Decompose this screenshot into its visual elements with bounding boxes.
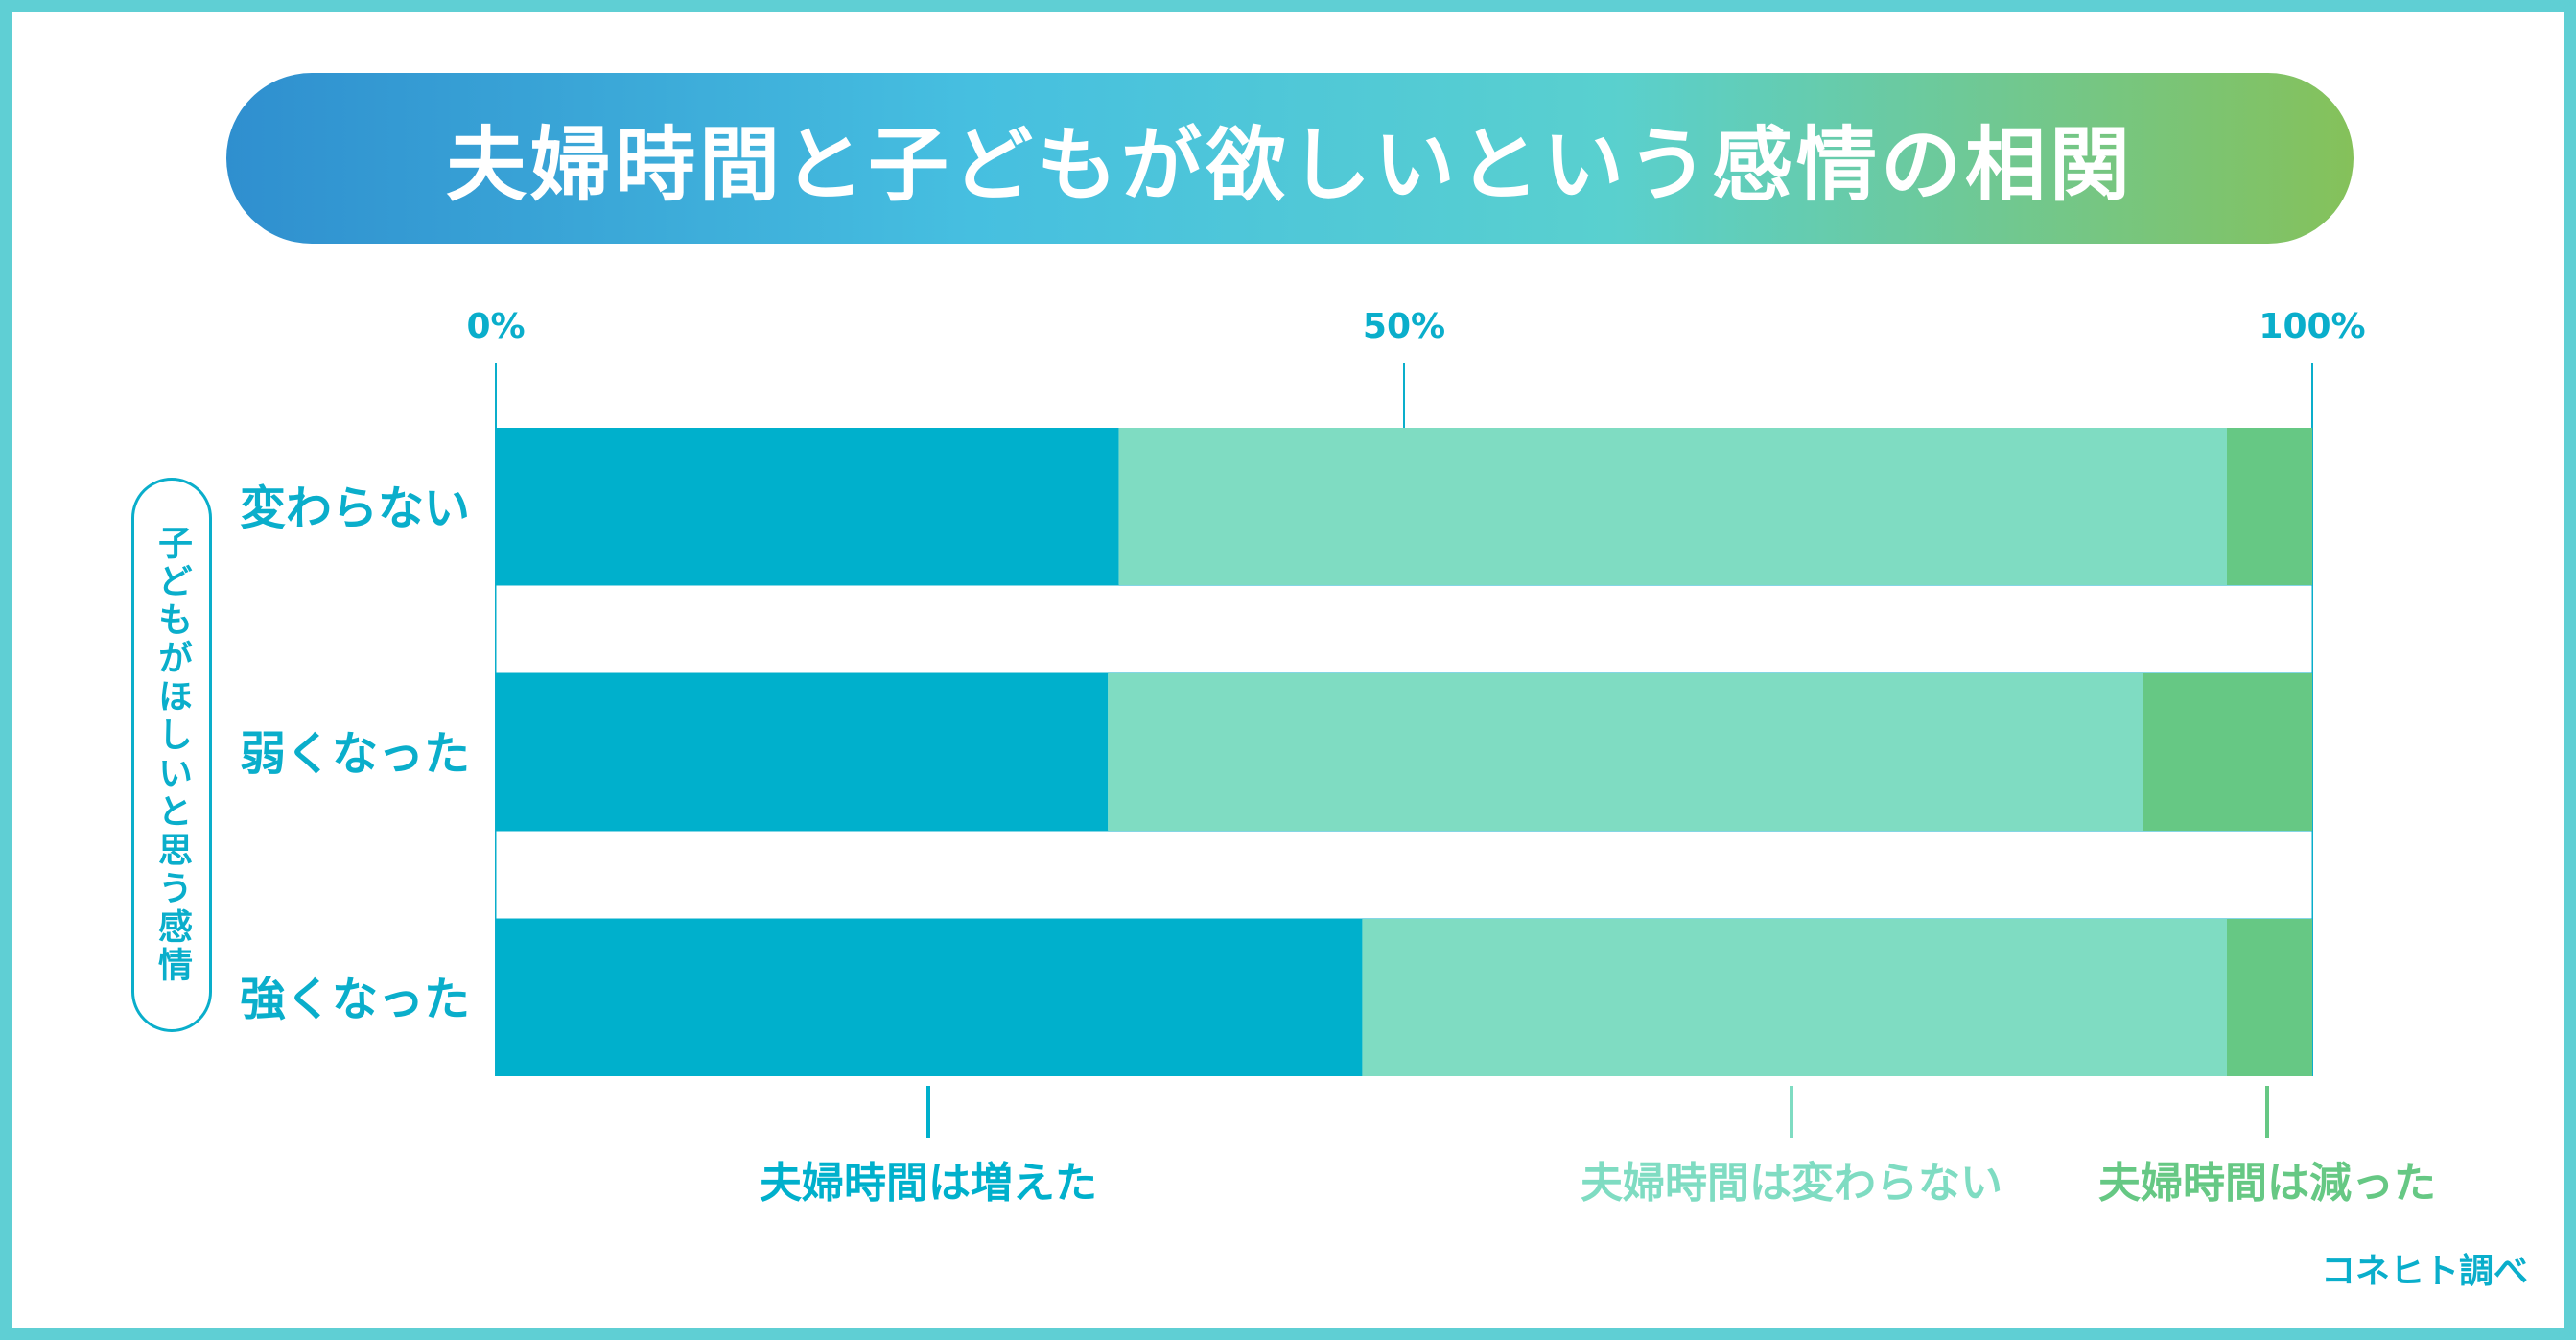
bar-segment <box>496 673 1109 831</box>
bar-segment <box>496 428 1119 585</box>
chart-title: 夫婦時間と子どもが欲しいという感情の相関 <box>445 117 2134 212</box>
bar-segment <box>2226 428 2312 585</box>
bar-segment <box>1118 428 2227 585</box>
bar-segment <box>1362 919 2227 1076</box>
y-axis-label: 子どもがほしいと思う感情 <box>152 525 192 985</box>
bar-segment <box>1108 673 2143 831</box>
legend-label: 夫婦時間は変わらない <box>1581 1159 2002 1208</box>
legend-label: 夫婦時間は増えた <box>760 1159 1097 1208</box>
category-label: 変わらない <box>240 482 470 535</box>
title-banner: 夫婦時間と子どもが欲しいという感情の相関 <box>226 73 2354 244</box>
legend-label: 夫婦時間は減った <box>2098 1159 2436 1208</box>
bar-segment <box>496 919 1363 1076</box>
x-tick-label: 100% <box>2259 307 2365 346</box>
gap-band <box>495 830 2313 920</box>
source-note: コネヒト調べ <box>2320 1252 2528 1291</box>
y-axis-label-pill: 子どもがほしいと思う感情 <box>131 478 212 1032</box>
bar-segment <box>2226 919 2312 1076</box>
x-tick-label: 50% <box>1363 307 1445 346</box>
category-label: 強くなった <box>240 973 470 1026</box>
x-tick-label: 0% <box>466 307 525 346</box>
gap-band <box>495 584 2313 674</box>
category-label: 弱くなった <box>240 727 470 781</box>
bar-segment <box>2143 673 2312 831</box>
